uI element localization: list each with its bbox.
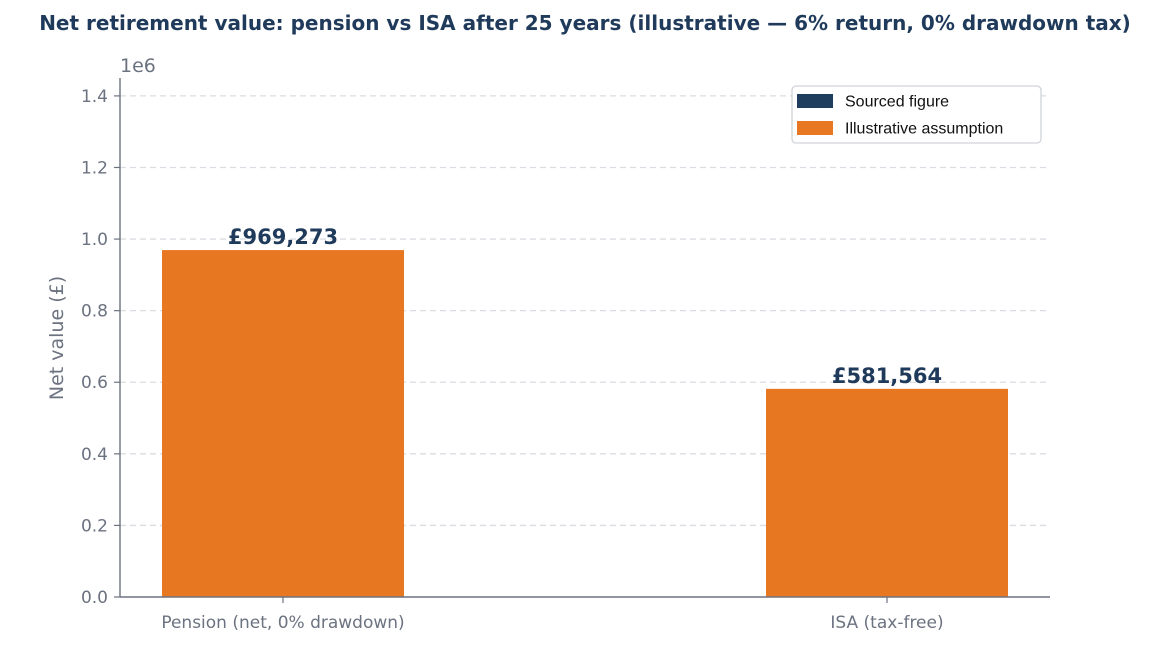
y-tick-label: 0.6 [81, 373, 108, 393]
bar [766, 388, 1008, 597]
y-axis-offset-label: 1e6 [120, 55, 156, 77]
x-tick-label: Pension (net, 0% drawdown) [161, 613, 404, 633]
y-tick-label: 1.2 [81, 158, 108, 178]
legend-swatch [797, 94, 833, 108]
data-label: £581,564 [832, 364, 942, 388]
legend-label: Illustrative assumption [845, 121, 1003, 138]
bar [162, 250, 404, 597]
data-label: £969,273 [228, 225, 338, 249]
y-ticks: 0.0 0.2 0.4 0.6 0.8 1.0 1.2 1.4 [81, 87, 120, 608]
legend-box [791, 85, 1042, 144]
bars [162, 250, 1008, 597]
y-axis-label: Net value (£) [46, 276, 68, 400]
legend-label: Sourced figure [845, 94, 949, 111]
y-tick-label: 0.8 [81, 302, 108, 322]
y-tick-label: 1.4 [81, 87, 108, 107]
chart-title: Net retirement value: pension vs ISA aft… [39, 11, 1131, 35]
legend-swatch [797, 121, 833, 135]
y-tick-label: 1.0 [81, 230, 108, 250]
data-labels: £969,273 £581,564 [228, 225, 942, 388]
legend: Sourced figure Illustrative assumption [791, 85, 1042, 144]
x-tick-label: ISA (tax-free) [830, 613, 943, 633]
y-tick-label: 0.0 [81, 588, 108, 608]
y-tick-label: 0.2 [81, 516, 108, 536]
y-tick-label: 0.4 [81, 445, 108, 465]
x-ticks: Pension (net, 0% drawdown) ISA (tax-free) [161, 597, 944, 633]
axes [119, 78, 1050, 598]
